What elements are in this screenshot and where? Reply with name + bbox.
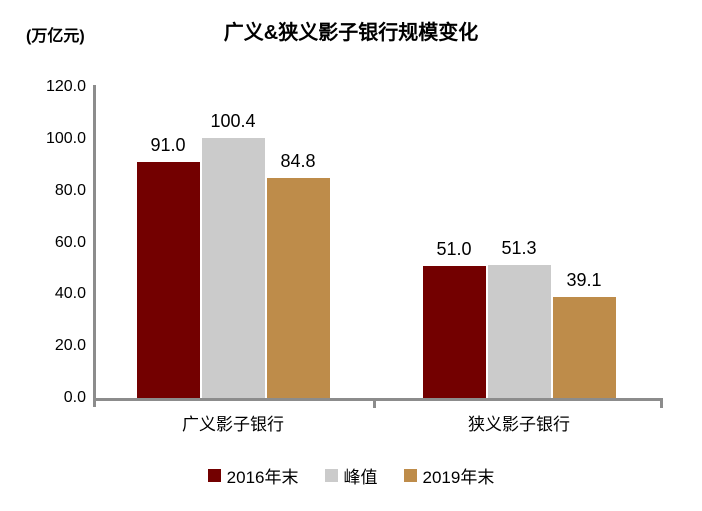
category-label: 广义影子银行	[182, 415, 284, 434]
y-axis-unit-label: (万亿元)	[26, 28, 85, 45]
y-tick-label: 20.0	[54, 337, 86, 355]
legend-item-2019年末: 2019年末	[403, 463, 495, 488]
bar-峰值-狭义影子银行	[487, 265, 551, 398]
y-tick-label: 60.0	[54, 233, 86, 251]
bar-value-label: 39.1	[566, 269, 602, 290]
bar-value-label: 100.4	[210, 110, 256, 131]
y-tick-label: 40.0	[54, 285, 86, 303]
y-tick-label: 0.0	[63, 389, 86, 406]
y-tick-label: 100.0	[45, 129, 86, 147]
legend-item-峰值: 峰值	[324, 463, 378, 488]
x-axis-end-tick	[660, 401, 663, 408]
bar-峰值-广义影子银行	[201, 137, 265, 398]
bar-2019年末-狭义影子银行	[552, 296, 616, 398]
legend-swatch-icon	[207, 469, 221, 482]
legend-swatch-icon	[324, 469, 338, 482]
bar-value-label: 84.8	[280, 151, 316, 172]
bar-value-label: 91.0	[150, 135, 186, 156]
legend: 2016年末 峰值 2019年末	[0, 463, 702, 488]
category-label: 狭义影子银行	[468, 415, 570, 434]
bar-value-label: 51.0	[436, 238, 472, 259]
chart-title: 广义&狭义影子银行规模变化	[223, 22, 479, 44]
bar-2019年末-广义影子银行	[266, 178, 330, 398]
y-tick-label: 120.0	[45, 78, 86, 95]
legend-item-2016年末: 2016年末	[207, 463, 299, 488]
x-axis-line	[93, 398, 663, 401]
y-axis-line	[93, 85, 96, 407]
bar-2016年末-狭义影子银行	[422, 265, 486, 398]
x-axis-center-tick	[373, 401, 376, 408]
bar-2016年末-广义影子银行	[136, 162, 200, 398]
legend-swatch-icon	[403, 469, 417, 482]
legend-label: 2019年末	[422, 468, 495, 487]
bar-value-label: 51.3	[501, 238, 537, 259]
legend-label: 峰值	[343, 468, 378, 487]
legend-label: 2016年末	[226, 468, 299, 487]
y-tick-label: 80.0	[54, 181, 86, 199]
